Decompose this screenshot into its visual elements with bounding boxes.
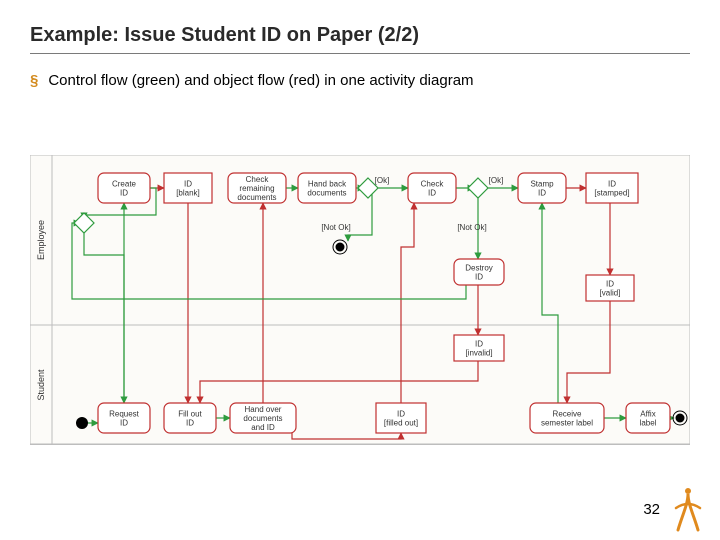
- svg-text:ID: ID: [538, 189, 546, 198]
- svg-text:ID: ID: [475, 273, 483, 282]
- svg-text:label: label: [640, 419, 657, 428]
- svg-text:semester label: semester label: [541, 419, 593, 428]
- page-title: Example: Issue Student ID on Paper (2/2): [30, 24, 690, 54]
- svg-text:Affix: Affix: [640, 410, 655, 419]
- svg-text:and ID: and ID: [251, 423, 275, 432]
- svg-text:ID: ID: [186, 419, 194, 428]
- svg-text:ID: ID: [120, 189, 128, 198]
- svg-text:[stamped]: [stamped]: [594, 189, 629, 198]
- svg-text:[blank]: [blank]: [176, 189, 200, 198]
- svg-text:ID: ID: [397, 410, 405, 419]
- svg-text:Check: Check: [421, 180, 445, 189]
- svg-text:Employee: Employee: [36, 220, 46, 260]
- svg-text:Request: Request: [109, 410, 140, 419]
- page-number: 32: [643, 501, 660, 518]
- svg-text:Check: Check: [246, 175, 270, 184]
- svg-text:Student: Student: [36, 369, 46, 401]
- svg-text:Hand over: Hand over: [245, 405, 282, 414]
- svg-text:Hand back: Hand back: [308, 180, 347, 189]
- svg-text:[valid]: [valid]: [600, 289, 621, 298]
- svg-text:[invalid]: [invalid]: [465, 349, 492, 358]
- svg-text:documents: documents: [237, 193, 276, 202]
- activity-diagram: EmployeeStudentRequestIDCreateIDID[blank…: [30, 155, 690, 445]
- svg-text:ID: ID: [428, 189, 436, 198]
- svg-text:documents: documents: [307, 189, 346, 198]
- svg-text:ID: ID: [120, 419, 128, 428]
- svg-text:Destroy: Destroy: [465, 264, 493, 273]
- bullet-row: § Control flow (green) and object flow (…: [30, 72, 690, 89]
- svg-text:[Not Ok]: [Not Ok]: [457, 223, 486, 232]
- svg-text:ID: ID: [475, 340, 483, 349]
- svg-text:ID: ID: [608, 180, 616, 189]
- bullet-text: Control flow (green) and object flow (re…: [48, 72, 473, 89]
- footer-logo-icon: [670, 486, 706, 532]
- svg-text:Fill out: Fill out: [178, 410, 202, 419]
- svg-text:[Not Ok]: [Not Ok]: [321, 223, 350, 232]
- svg-text:ID: ID: [184, 180, 192, 189]
- svg-text:[Ok]: [Ok]: [489, 176, 504, 185]
- svg-text:Receive: Receive: [553, 410, 582, 419]
- svg-text:ID: ID: [606, 280, 614, 289]
- svg-text:[filled out]: [filled out]: [384, 419, 418, 428]
- bullet-marker: §: [30, 72, 38, 89]
- svg-text:[Ok]: [Ok]: [375, 176, 390, 185]
- svg-text:Stamp: Stamp: [530, 180, 554, 189]
- svg-text:documents: documents: [243, 414, 282, 423]
- svg-text:remaining: remaining: [239, 184, 274, 193]
- svg-text:Create: Create: [112, 180, 137, 189]
